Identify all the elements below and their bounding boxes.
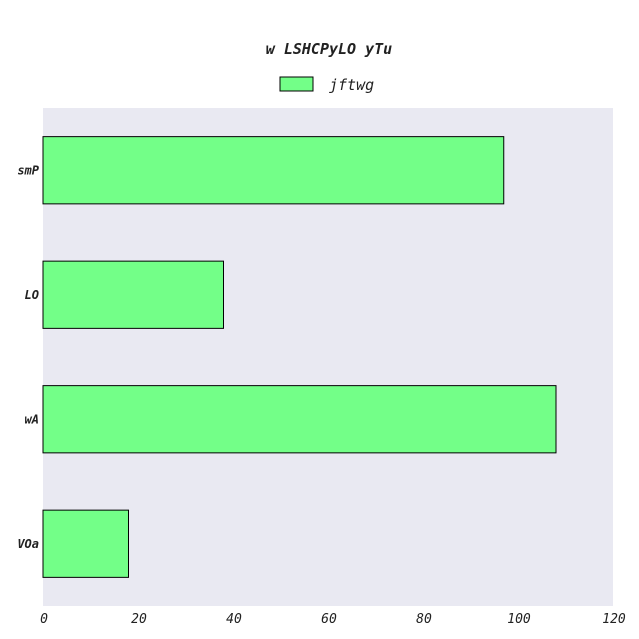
bars <box>42 136 557 578</box>
category-label-VOa: VOa <box>17 537 39 551</box>
category-label-wA: wA <box>25 412 39 426</box>
category-label-smP: smP <box>17 163 39 177</box>
legend-swatch <box>279 76 314 92</box>
bar-wA <box>42 385 557 454</box>
x-tick-label: 60 <box>321 612 337 627</box>
x-tick-label: 120 <box>602 612 626 627</box>
x-tick-label: 80 <box>416 612 432 627</box>
x-tick-label: 20 <box>131 612 147 627</box>
chart-title: w LSHCPyLO yTu <box>266 40 392 58</box>
x-tick-label: 0 <box>40 612 48 627</box>
category-label-LO: LO <box>25 288 39 302</box>
x-tick-labels: 0 20 40 60 80 100 120 <box>40 612 626 627</box>
legend: jftwg <box>279 76 374 94</box>
bar-VOa <box>42 509 129 578</box>
x-tick-label: 100 <box>507 612 531 627</box>
category-labels: smP LO wA VOa <box>17 163 39 551</box>
legend-label: jftwg <box>329 76 374 94</box>
bar-smP <box>42 136 505 205</box>
x-tick-label: 40 <box>226 612 242 627</box>
bar-LO <box>42 260 224 329</box>
